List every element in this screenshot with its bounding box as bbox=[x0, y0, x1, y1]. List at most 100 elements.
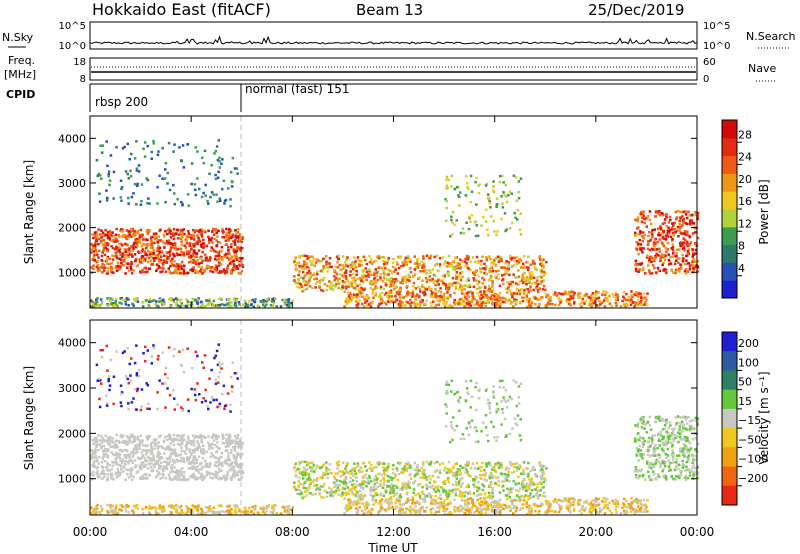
power-cell bbox=[459, 271, 462, 275]
velocity-cell bbox=[118, 471, 121, 475]
power-cell bbox=[328, 256, 332, 260]
velocity-cell bbox=[95, 444, 98, 447]
velocity-cell bbox=[235, 456, 238, 460]
power-cell bbox=[158, 250, 161, 254]
power-cell bbox=[443, 276, 446, 279]
power-cell bbox=[459, 265, 463, 269]
velocity-cell bbox=[237, 464, 240, 468]
velocity-cell bbox=[214, 435, 217, 439]
power-cell bbox=[679, 263, 682, 266]
velocity-cell bbox=[298, 492, 301, 496]
velocity-cell bbox=[525, 484, 528, 487]
power-cell bbox=[494, 256, 497, 260]
power-cell bbox=[675, 259, 678, 263]
power-cell bbox=[521, 281, 525, 285]
power-cell bbox=[436, 299, 439, 302]
power-cell bbox=[209, 269, 212, 273]
velocity-cell bbox=[159, 465, 162, 468]
velocity-cell bbox=[501, 480, 504, 483]
velocity-cell bbox=[194, 477, 197, 481]
velocity-cell bbox=[200, 474, 203, 478]
velocity-cell bbox=[161, 382, 164, 385]
velocity-cell bbox=[194, 398, 198, 402]
power-cell bbox=[527, 302, 531, 305]
velocity-cell bbox=[406, 491, 409, 494]
power-cell bbox=[662, 213, 665, 217]
power-cell bbox=[463, 292, 466, 296]
power-cell bbox=[472, 295, 475, 298]
power-cell bbox=[228, 262, 232, 265]
power-cell bbox=[499, 303, 502, 306]
velocity-cell bbox=[172, 389, 175, 392]
power-cell bbox=[200, 230, 203, 233]
velocity-cell bbox=[337, 488, 341, 492]
velocity-cell bbox=[155, 475, 158, 479]
power-cell bbox=[434, 295, 438, 299]
velocity-cell bbox=[393, 487, 396, 491]
power-cell bbox=[180, 228, 183, 232]
velocity-cell bbox=[325, 461, 328, 464]
power-cell bbox=[669, 218, 672, 222]
power-cell bbox=[165, 254, 168, 258]
power-cell bbox=[365, 297, 369, 301]
power-cell bbox=[421, 264, 424, 267]
velocity-cell bbox=[202, 397, 205, 400]
power-cell bbox=[337, 254, 340, 257]
power-cell bbox=[128, 233, 131, 236]
power-cell bbox=[642, 247, 646, 250]
power-cell bbox=[349, 263, 352, 266]
power-cell bbox=[126, 172, 129, 176]
velocity-cell bbox=[363, 481, 366, 485]
power-cell bbox=[447, 287, 451, 291]
power-cell bbox=[428, 279, 432, 282]
velocity-cell bbox=[235, 437, 238, 440]
velocity-cell bbox=[304, 474, 307, 477]
power-cell bbox=[155, 269, 158, 272]
power-cell bbox=[341, 255, 345, 258]
power-cell bbox=[409, 292, 412, 295]
velocity-cell bbox=[400, 471, 403, 474]
power-cell bbox=[671, 222, 674, 225]
velocity-cell bbox=[158, 472, 161, 476]
power-cell bbox=[221, 158, 224, 161]
velocity-cell bbox=[136, 387, 139, 391]
velocity-cell bbox=[213, 456, 216, 459]
power-cell bbox=[459, 267, 462, 270]
power-cell bbox=[254, 298, 257, 301]
power-cell bbox=[192, 259, 195, 262]
velocity-cell bbox=[170, 469, 174, 473]
velocity-cell bbox=[130, 478, 134, 481]
power-cell bbox=[583, 302, 586, 305]
power-cell bbox=[223, 270, 227, 273]
power-cell bbox=[668, 230, 671, 233]
power-cell bbox=[515, 199, 518, 202]
power-cell bbox=[404, 260, 408, 264]
power-cell bbox=[487, 289, 490, 292]
velocity-cell bbox=[226, 470, 230, 474]
power-cell bbox=[100, 177, 103, 180]
power-cell bbox=[524, 279, 528, 283]
velocity-cell bbox=[525, 482, 529, 486]
nave-tick-top: 60 bbox=[703, 57, 716, 68]
power-cell bbox=[484, 267, 487, 271]
power-cell bbox=[336, 261, 339, 264]
power-cell bbox=[462, 231, 466, 235]
power-cell bbox=[645, 225, 648, 228]
power-cell bbox=[141, 268, 144, 272]
velocity-cell bbox=[155, 438, 158, 441]
power-cell bbox=[656, 266, 660, 270]
power-cell bbox=[95, 234, 99, 238]
velocity-cell bbox=[237, 453, 240, 456]
velocity-cell bbox=[131, 455, 135, 459]
power-cell bbox=[397, 302, 401, 306]
velocity-cell bbox=[374, 487, 378, 491]
velocity-cell bbox=[241, 443, 244, 446]
power-cell bbox=[157, 248, 160, 251]
velocity-cell bbox=[203, 459, 207, 463]
velocity-cell bbox=[179, 453, 183, 457]
velocity-cell bbox=[115, 451, 118, 455]
power-cell bbox=[140, 249, 144, 253]
velocity-cell bbox=[188, 441, 191, 444]
power-cell bbox=[378, 303, 381, 306]
power-cell bbox=[511, 256, 514, 260]
